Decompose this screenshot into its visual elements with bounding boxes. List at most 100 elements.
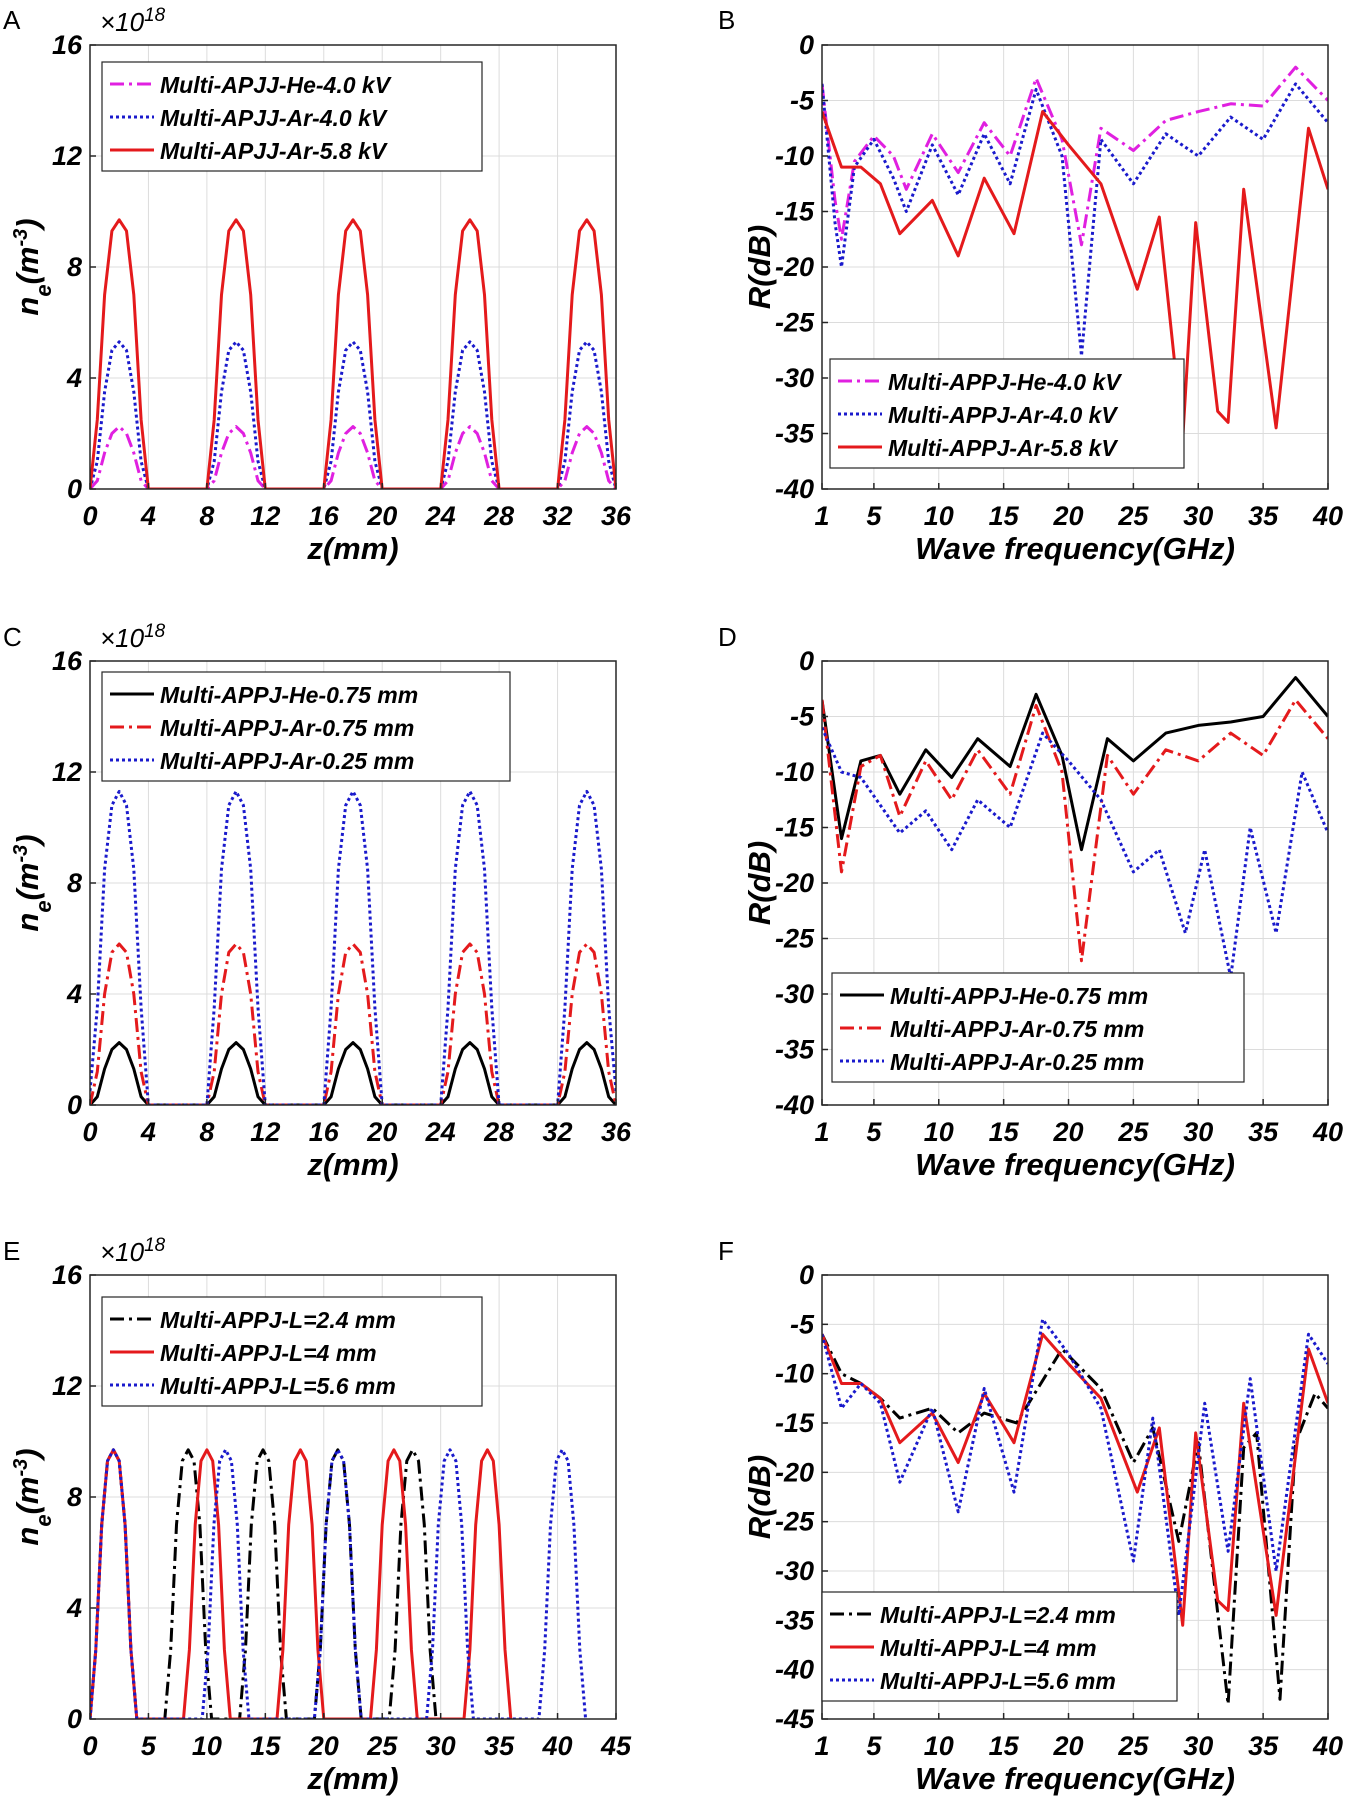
x-tick-label: 1 <box>814 1117 829 1147</box>
series-line <box>90 218 616 489</box>
y-tick-label: 0 <box>799 30 814 60</box>
y-tick-label: -10 <box>775 1359 814 1389</box>
x-tick-label: 40 <box>1312 1731 1343 1761</box>
x-tick-label: 1 <box>814 501 829 531</box>
panel-label: C <box>3 622 22 652</box>
x-tick-label: 10 <box>924 501 954 531</box>
y-multiplier: ×1018 <box>100 621 166 654</box>
x-tick-label: 25 <box>366 1731 398 1761</box>
y-axis-label: R(dB) <box>742 1455 777 1539</box>
legend-box <box>101 61 483 172</box>
series-line <box>822 110 1328 441</box>
legend: Multi-APPJ-L=2.4 mm Multi-APPJ-L=4 mm Mult… <box>821 1591 1178 1702</box>
y-tick-label: 0 <box>799 646 814 676</box>
series-line <box>90 942 616 1105</box>
y-tick-label: -40 <box>775 474 814 504</box>
x-tick-label: 5 <box>141 1731 157 1761</box>
y-axis-label: R(dB) <box>742 225 777 309</box>
panel-B: B1 5 10 15 20 25 30 35 400-5-10-15-20-25-30-35-4… <box>718 5 1343 566</box>
x-tick-label: 20 <box>366 501 397 531</box>
legend-entry: Multi-APPJ-He-0.75 mm <box>890 983 1148 1009</box>
legend-entry: Multi-APJJ-He-4.0 kV <box>160 72 392 98</box>
legend-entry: Multi-APPJ-L=4 mm <box>160 1340 377 1366</box>
y-tick-label: 12 <box>52 757 82 787</box>
legend-entry: Multi-APPJ-L=2.4 mm <box>160 1307 396 1333</box>
legend-entry: Multi-APJJ-Ar-5.8 kV <box>160 138 388 164</box>
legend: Multi-APPJ-He-0.75 mm Multi-APPJ-Ar-0.75 … <box>101 671 511 782</box>
x-tick-label: 40 <box>542 1731 573 1761</box>
y-tick-label: 4 <box>66 363 82 393</box>
x-tick-label: 24 <box>425 501 456 531</box>
y-tick-label: 0 <box>799 1260 814 1290</box>
x-tick-label: 36 <box>601 1117 632 1147</box>
x-tick-label: 0 <box>82 1117 97 1147</box>
y-tick-label: -25 <box>775 308 815 338</box>
legend-entry: Multi-APPJ-L=5.6 mm <box>880 1668 1116 1694</box>
y-tick-label: 8 <box>67 1482 82 1512</box>
x-tick-label: 25 <box>1117 1731 1149 1761</box>
legend-box <box>831 972 1245 1083</box>
y-tick-label: 12 <box>52 141 82 171</box>
x-tick-label: 20 <box>1052 1117 1083 1147</box>
legend-entry: Multi-APPJ-He-4.0 kV <box>888 369 1122 395</box>
panel-A: A0 4 8 12 16 20 24 28 32 360481216z(mm)ne(m-3)×10… <box>3 5 632 567</box>
legend-entry: Multi-APPJ-Ar-5.8 kV <box>888 435 1118 461</box>
y-tick-label: 4 <box>66 979 82 1009</box>
x-tick-label: 20 <box>1052 1731 1083 1761</box>
series-group <box>90 1448 588 1719</box>
y-axis-label: R(dB) <box>742 841 777 925</box>
y-tick-label: -30 <box>775 363 814 393</box>
legend: Multi-APPJ-He-0.75 mm Multi-APPJ-Ar-0.75 … <box>831 972 1245 1083</box>
y-tick-label: -35 <box>775 1605 815 1635</box>
y-axis-label: ne(m-3) <box>10 834 56 931</box>
x-tick-label: 1 <box>814 1731 829 1761</box>
y-tick-label: 0 <box>67 1090 82 1120</box>
y-tick-label: 12 <box>52 1371 82 1401</box>
x-tick-label: 12 <box>250 501 280 531</box>
legend: Multi-APPJ-L=2.4 mm Multi-APPJ-L=4 mm Mult… <box>101 1296 483 1407</box>
y-axis-label: ne(m-3) <box>10 218 56 315</box>
x-tick-label: 24 <box>425 1117 456 1147</box>
x-axis-label: z(mm) <box>306 1761 398 1796</box>
series-group <box>90 218 616 489</box>
x-tick-label: 5 <box>866 501 882 531</box>
x-axis-label: Wave frequency(GHz) <box>915 531 1235 566</box>
axes-box <box>821 1274 1329 1720</box>
x-tick-label: 8 <box>199 501 214 531</box>
panel-E: E 0 5 10 15 20 25 30 35 40 45 0 4 8 12 16 z(mm) ne(m-3) ×1… <box>3 1235 632 1797</box>
y-tick-label: -20 <box>775 1457 814 1487</box>
x-tick-label: 20 <box>308 1731 339 1761</box>
legend-entry: Multi-APJJ-Ar-4.0 kV <box>160 105 388 131</box>
legend-entry: Multi-APPJ-L=4 mm <box>880 1635 1097 1661</box>
x-tick-label: 36 <box>601 501 632 531</box>
y-tick-label: -10 <box>775 757 814 787</box>
legend-box <box>101 1296 483 1407</box>
panel-label: D <box>718 622 737 652</box>
legend-box <box>829 358 1185 469</box>
x-tick-label: 35 <box>1248 1731 1279 1761</box>
legend-entry: Multi-APPJ-Ar-0.75 mm <box>890 1016 1144 1042</box>
series-line <box>822 698 1328 963</box>
x-tick-label: 30 <box>1183 501 1213 531</box>
x-tick-label: 20 <box>366 1117 397 1147</box>
x-tick-label: 15 <box>989 1731 1020 1761</box>
x-tick-label: 45 <box>600 1731 632 1761</box>
legend-box <box>821 1591 1178 1702</box>
panel-label: F <box>718 1236 734 1266</box>
x-tick-label: 4 <box>140 501 156 531</box>
x-axis-label: z(mm) <box>306 1147 398 1182</box>
legend-entry: Multi-APPJ-L=5.6 mm <box>160 1373 396 1399</box>
y-tick-label: -5 <box>790 702 815 732</box>
y-tick-label: -40 <box>775 1090 814 1120</box>
x-tick-label: 30 <box>1183 1117 1213 1147</box>
legend-entry: Multi-APPJ-L=2.4 mm <box>880 1602 1116 1628</box>
series-group <box>822 676 1328 979</box>
y-tick-label: -20 <box>775 252 814 282</box>
x-tick-label: 5 <box>866 1117 882 1147</box>
series-line <box>822 1317 1328 1617</box>
y-tick-label: -15 <box>775 813 815 843</box>
y-tick-label: -30 <box>775 1556 814 1586</box>
y-multiplier: ×1018 <box>100 5 166 38</box>
x-tick-label: 20 <box>1052 501 1083 531</box>
